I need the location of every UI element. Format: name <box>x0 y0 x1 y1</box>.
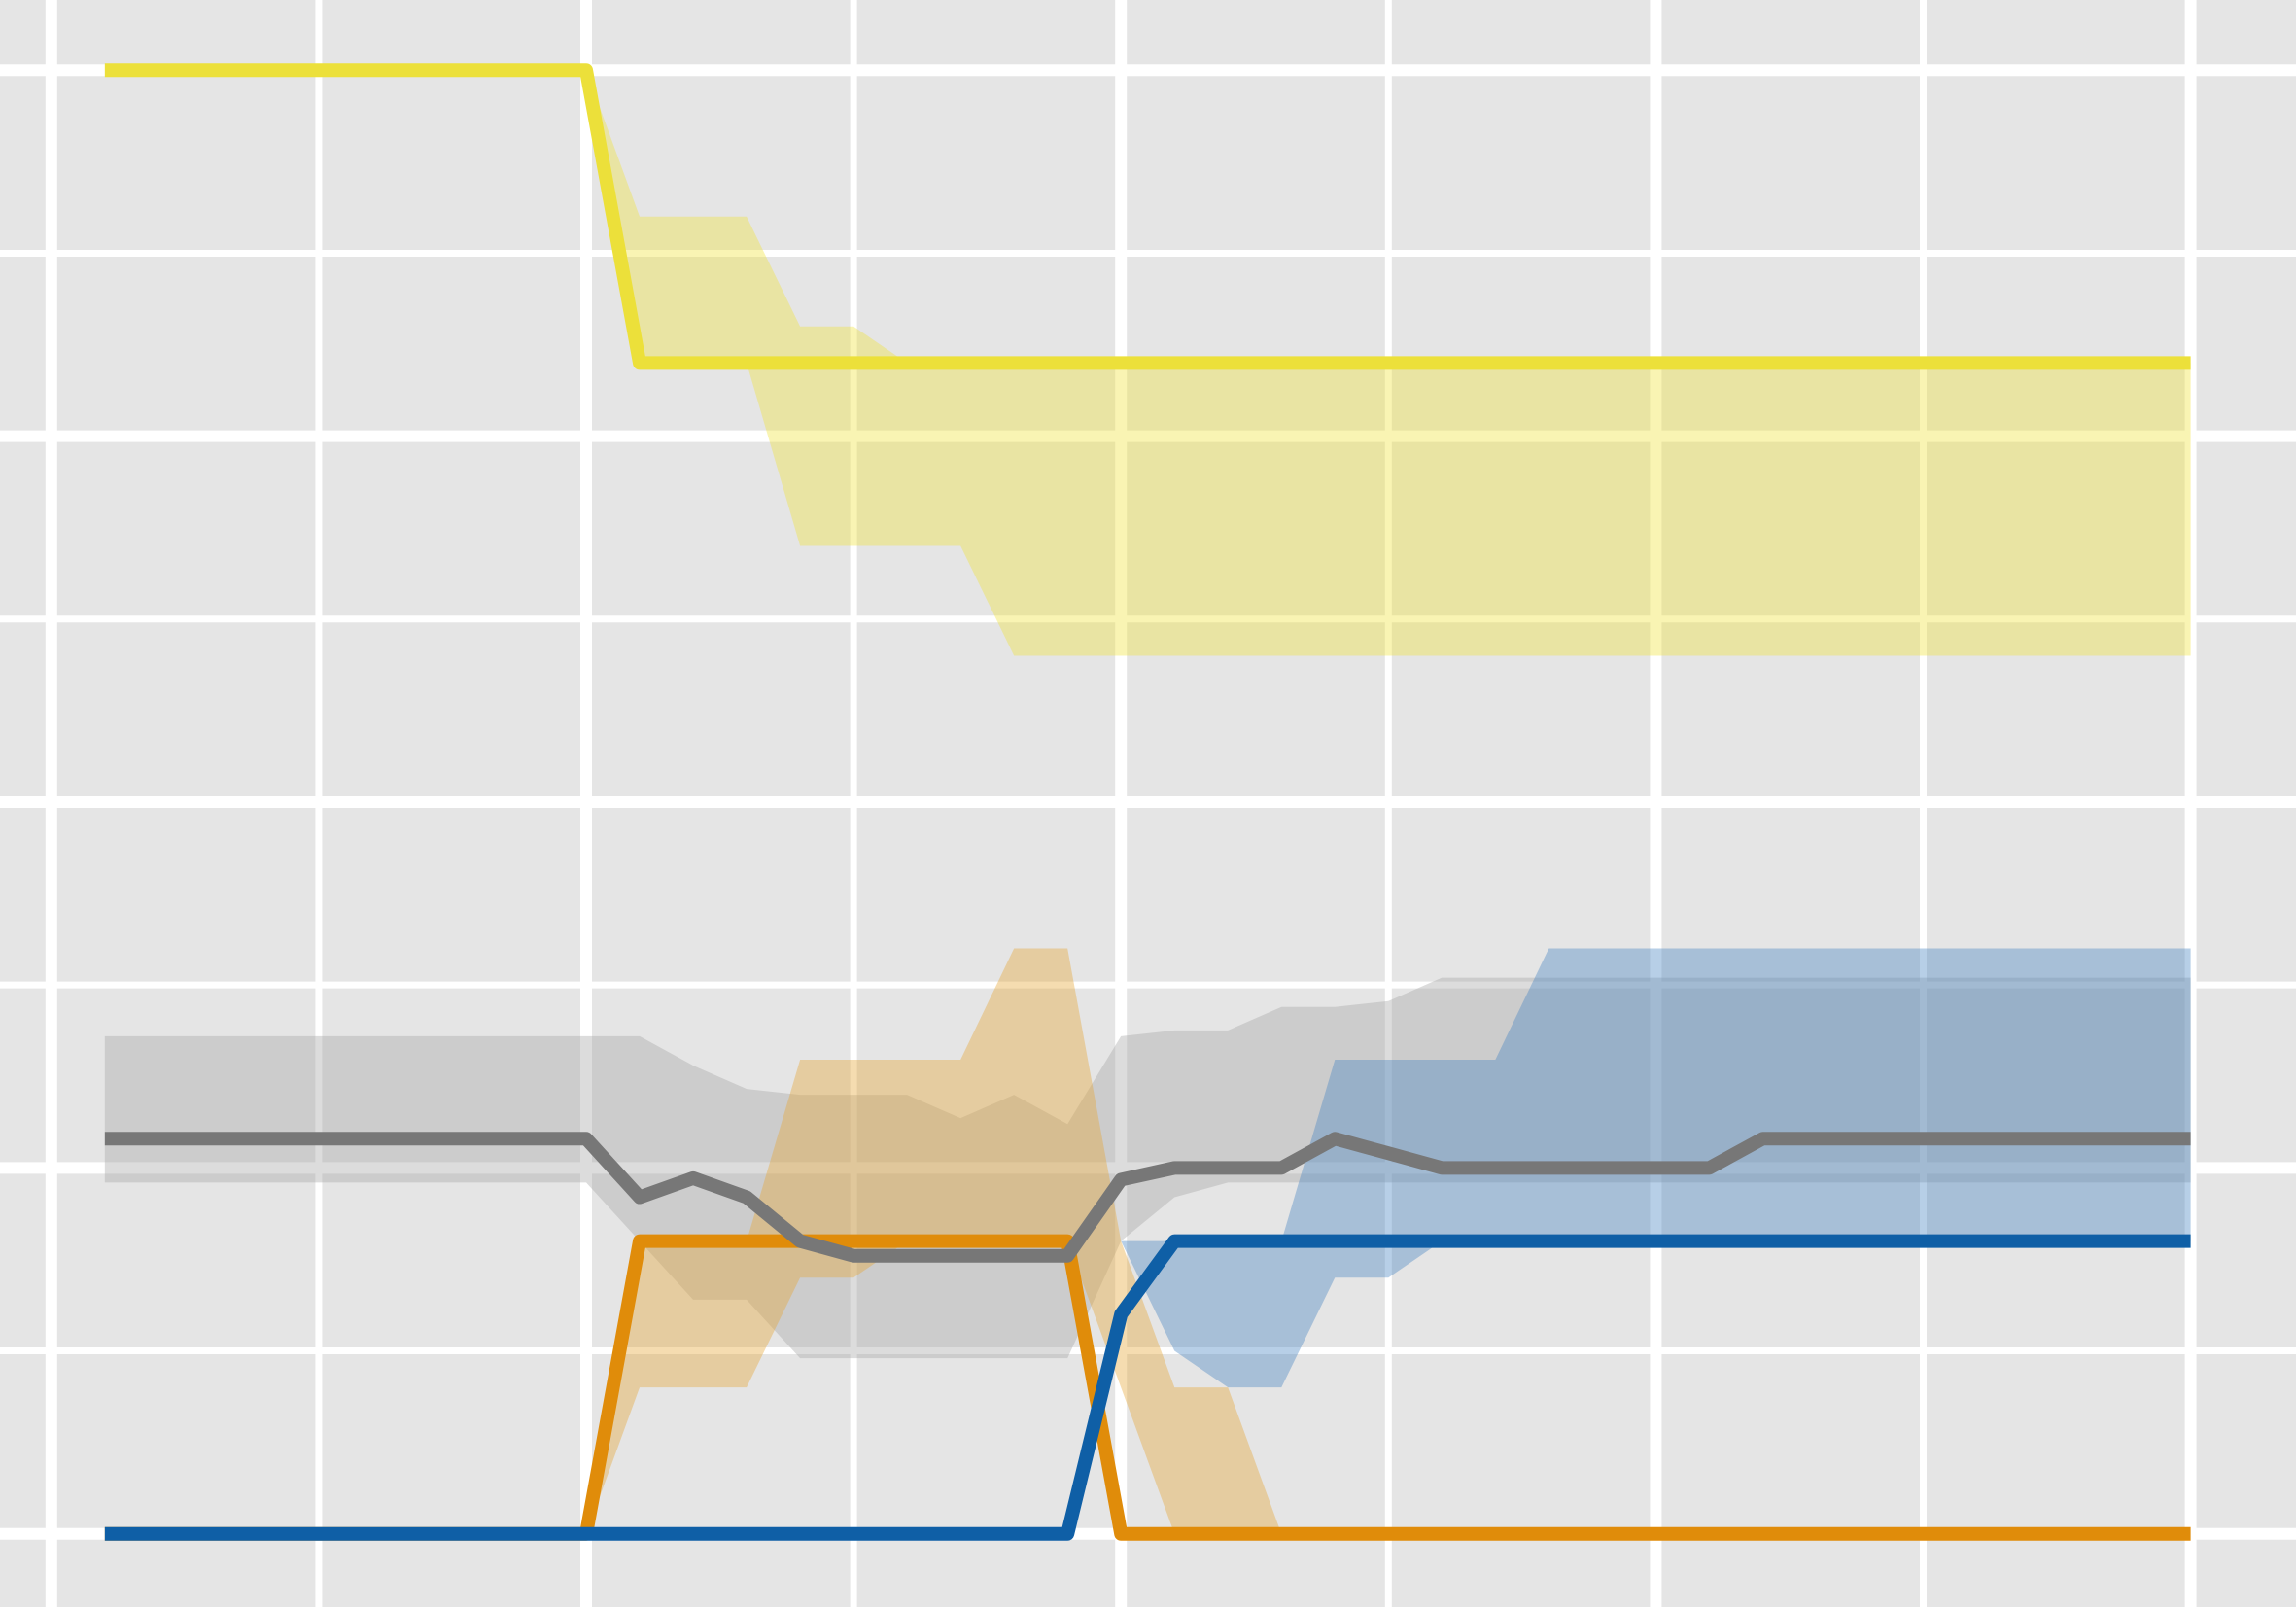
confidence-band <box>104 948 2191 1534</box>
series-line <box>104 1234 2191 1541</box>
series-line <box>104 1132 2191 1263</box>
series-line <box>104 63 2191 370</box>
